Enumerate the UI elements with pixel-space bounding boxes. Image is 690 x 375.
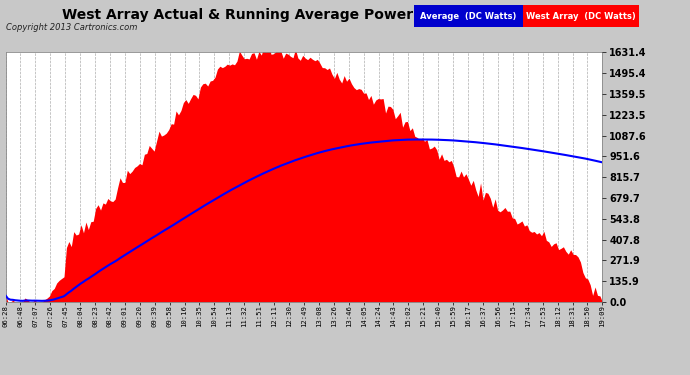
Text: West Array Actual & Running Average Power Thu Sep 5 19:18: West Array Actual & Running Average Powe… — [62, 8, 545, 22]
Text: Average  (DC Watts): Average (DC Watts) — [420, 12, 517, 21]
Text: West Array  (DC Watts): West Array (DC Watts) — [526, 12, 636, 21]
Text: Copyright 2013 Cartronics.com: Copyright 2013 Cartronics.com — [6, 23, 137, 32]
